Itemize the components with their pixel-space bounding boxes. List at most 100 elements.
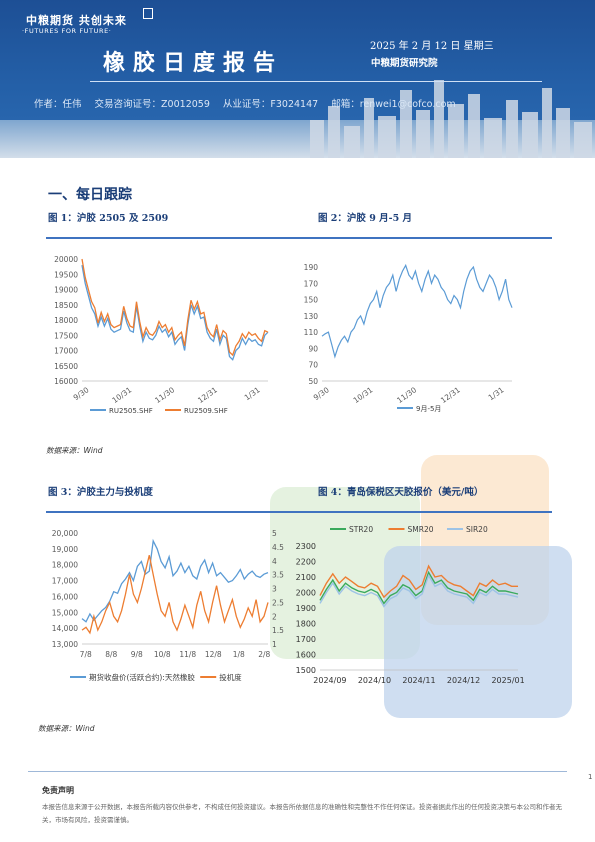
y-right-tick-label: 3.5 <box>272 571 284 580</box>
legend-label: SIR20 <box>466 525 488 534</box>
y-right-tick-label: 1 <box>272 640 277 649</box>
y-tick-label: 70 <box>308 361 318 370</box>
x-tick-label: 2024/10 <box>358 676 391 685</box>
figure-2-chart: 50 70 90 110 130 150 170 190 9/30 10/31 11/30 12/31… <box>302 243 542 427</box>
disclaimer-title: 免责声明 <box>42 786 74 795</box>
y-right-tick-label: 2.5 <box>272 598 284 607</box>
x-tick-label: 12/8 <box>205 650 222 659</box>
x-tick-label: 2024/11 <box>402 676 435 685</box>
y-tick-label: 1600 <box>296 651 316 660</box>
x-tick-label: 1/31 <box>487 385 506 402</box>
x-tick-label: 2025/01 <box>491 676 524 685</box>
y-tick-label: 13,000 <box>52 640 78 649</box>
figure-row-1-rule <box>46 237 552 239</box>
x-tick-label: 12/31 <box>196 385 219 405</box>
data-source-1: 数据来源：Wind <box>46 446 103 455</box>
figure-2-caption: 图 2：沪胶 9 月-5 月 <box>318 213 413 224</box>
series-line <box>319 570 519 605</box>
legend-label: RU2505.SHF <box>109 407 153 415</box>
author-info: 作者：任伟 交易咨询证号：Z0012059 从业证号：F3024147 邮箱：r… <box>34 96 466 110</box>
x-tick-label: 10/31 <box>110 385 133 405</box>
city-skyline-graphic <box>310 80 592 158</box>
disclaimer-text: 本报告信息来源于公开数据，本报告所载内容仅供参考，不构成任何投资建议。本报告所依… <box>42 803 562 824</box>
y-tick-label: 1700 <box>296 635 316 644</box>
series-line <box>319 573 519 608</box>
x-tick-label: 10/8 <box>154 650 171 659</box>
y-tick-label: 190 <box>304 263 319 272</box>
report-date: 2025 年 2 月 12 日 星期三 <box>370 41 494 52</box>
title-divider <box>90 81 542 82</box>
y-tick-label: 130 <box>304 312 319 321</box>
legend-label: 投机度 <box>219 672 242 682</box>
page-number: 1 <box>588 773 593 781</box>
series-line <box>81 264 269 361</box>
figure-1-chart: 16000 16500 17000 17500 18000 18500 19000 19500… <box>40 243 280 427</box>
y-right-tick-label: 5 <box>272 529 277 538</box>
legend-label: 期货收盘价(活跃合约):天然橡胶 <box>89 672 195 682</box>
y-tick-label: 110 <box>304 328 319 337</box>
y-tick-label: 2000 <box>296 589 316 598</box>
series-line <box>81 555 269 635</box>
series-line <box>319 564 518 599</box>
x-tick-label: 11/30 <box>395 385 418 405</box>
footer-divider <box>28 771 567 772</box>
x-tick-label: 10/31 <box>352 385 375 405</box>
y-tick-label: 17000 <box>54 347 78 356</box>
y-tick-label: 1500 <box>296 666 316 675</box>
y-tick-label: 20000 <box>54 255 78 264</box>
x-tick-label: 8/8 <box>105 650 117 659</box>
x-tick-label: 2024/09 <box>313 676 346 685</box>
y-right-tick-label: 4 <box>272 557 277 566</box>
y-tick-label: 19500 <box>54 270 78 279</box>
series-line <box>81 538 269 623</box>
x-tick-label: 11/30 <box>153 385 176 405</box>
decor-block-blue <box>384 546 572 718</box>
legend-label: SMR20 <box>408 525 434 534</box>
figure-4-caption: 图 4：青岛保税区天胶报价（美元/吨） <box>318 487 484 498</box>
legend-label: 9月-5月 <box>416 405 441 413</box>
y-tick-label: 17500 <box>54 331 78 340</box>
x-tick-label: 1/8 <box>233 650 245 659</box>
y-tick-label: 19,000 <box>52 545 78 554</box>
practice-license: 从业证号：F3024147 <box>222 99 319 110</box>
flag-icon <box>143 8 153 19</box>
y-tick-label: 50 <box>308 377 318 386</box>
data-source-2: 数据来源：Wind <box>38 724 95 733</box>
author-email[interactable]: 邮箱：renwei1@cofco.com <box>331 99 456 110</box>
y-tick-label: 170 <box>304 279 319 288</box>
y-tick-label: 150 <box>304 296 319 305</box>
company-slogan: ·FUTURES FOR FUTURE· <box>22 27 112 35</box>
x-tick-label: 2024/12 <box>447 676 480 685</box>
y-right-tick-label: 4.5 <box>272 543 284 552</box>
y-tick-label: 90 <box>308 344 318 353</box>
y-tick-label: 1800 <box>296 620 316 629</box>
y-tick-label: 17,000 <box>52 577 78 586</box>
y-tick-label: 16000 <box>54 377 78 386</box>
trading-license: 交易咨询证号：Z0012059 <box>94 99 210 110</box>
y-right-tick-label: 1.5 <box>272 626 284 635</box>
legend-label: STR20 <box>349 525 373 534</box>
x-tick-label: 9/30 <box>72 385 91 402</box>
figure-row-2-rule <box>46 511 552 513</box>
x-tick-label: 7/8 <box>80 650 92 659</box>
y-tick-label: 2200 <box>296 558 316 567</box>
x-tick-label: 9/30 <box>312 385 331 402</box>
y-tick-label: 2100 <box>296 573 316 582</box>
report-title: 橡胶日度报告 <box>103 50 284 76</box>
y-tick-label: 16,000 <box>52 592 78 601</box>
y-tick-label: 18000 <box>54 316 78 325</box>
section-title: 一、每日跟踪 <box>48 187 132 203</box>
series-line <box>321 263 513 359</box>
x-tick-label: 1/31 <box>243 385 262 402</box>
y-tick-label: 14,000 <box>52 624 78 633</box>
x-tick-label: 11/8 <box>179 650 196 659</box>
y-tick-label: 18,000 <box>52 561 78 570</box>
y-tick-label: 2300 <box>296 542 316 551</box>
figure-3-chart: 13,000 14,000 15,000 16,000 17,000 18,000 19,0… <box>40 515 302 695</box>
series-line <box>81 258 269 357</box>
figure-1-caption: 图 1：沪胶 2505 及 2509 <box>48 213 169 224</box>
y-tick-label: 1900 <box>296 604 316 613</box>
x-tick-label: 2/8 <box>258 650 270 659</box>
figure-3-caption: 图 3：沪胶主力与投机度 <box>48 487 153 498</box>
y-right-tick-label: 3 <box>272 585 277 594</box>
